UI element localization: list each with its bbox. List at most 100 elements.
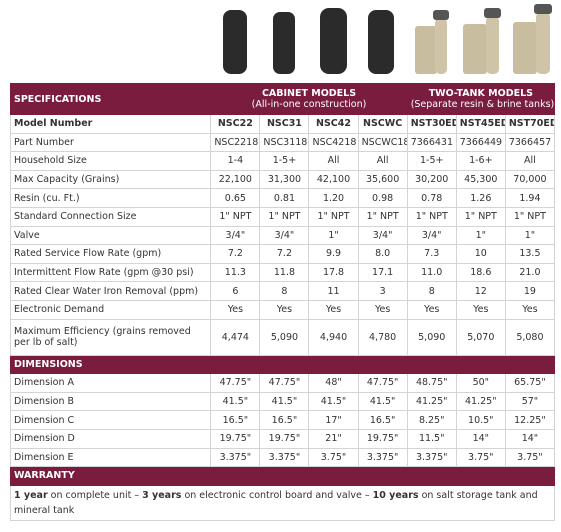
value-cell: 5,090 xyxy=(406,318,457,356)
value-cell: 1" NPT xyxy=(357,206,408,227)
section-row: WARRANTY xyxy=(10,466,555,486)
product-image xyxy=(223,10,247,74)
group-note: (All-in-one construction) xyxy=(251,99,367,110)
value-cell: 3/4" xyxy=(259,225,310,246)
value-cell: NST70ED1 xyxy=(504,114,556,134)
warranty-text: 1 year on complete unit – 3 years on ele… xyxy=(10,484,555,521)
product-image xyxy=(513,4,552,74)
value-cell: 42,100 xyxy=(308,169,359,190)
value-cell: 3.75" xyxy=(504,447,556,468)
value-cell: 8.25" xyxy=(406,410,457,430)
value-cell: All xyxy=(308,151,359,171)
header-row: SPECIFICATIONS CABINET MODELS (All-in-one … xyxy=(9,83,556,115)
value-cell: 5,090 xyxy=(259,318,310,356)
product-image xyxy=(368,10,394,74)
value-cell: 12.25" xyxy=(504,410,556,430)
value-cell: 7366431 xyxy=(406,132,457,153)
value-cell: 19.75" xyxy=(210,428,261,449)
spec-row: Part Number NSC2218 NSC3118 NSC4218 NSCWC18 7… xyxy=(9,132,556,153)
section-title: DIMENSIONS xyxy=(10,354,555,375)
value-cell: 48" xyxy=(308,373,359,393)
value-cell: 11.5" xyxy=(406,428,457,449)
value-cell: 35,600 xyxy=(357,169,408,190)
value-cell: NST30ED xyxy=(406,114,457,134)
value-cell: 1" xyxy=(455,225,506,246)
value-cell: NSC2218 xyxy=(210,132,261,153)
row-label: Dimension A xyxy=(9,373,212,393)
value-cell: 3.75" xyxy=(455,447,506,468)
value-cell: 4,940 xyxy=(308,318,359,356)
value-cell: 41.25" xyxy=(455,391,506,412)
spec-row: Model Number NSC22 NSC31 NSC42 NSCWC NST30ED N… xyxy=(9,114,556,134)
row-label: Intermittent Flow Rate (gpm @30 psi) xyxy=(9,262,212,283)
value-cell: 10 xyxy=(455,244,506,264)
row-label: Maximum Efficiency (grains removed per l… xyxy=(9,318,212,356)
spec-row: Max Capacity (Grains) 22,100 31,300 42,100 3… xyxy=(9,169,556,190)
value-cell: 0.98 xyxy=(357,188,408,208)
value-cell: Yes xyxy=(259,299,310,320)
spec-row: Intermittent Flow Rate (gpm @30 psi) 11.3… xyxy=(9,262,556,283)
value-cell: 41.5" xyxy=(259,391,310,412)
value-cell: 1-6+ xyxy=(455,151,506,171)
row-label: Household Size xyxy=(9,151,212,171)
value-cell: 10.5" xyxy=(455,410,506,430)
value-cell: 1" NPT xyxy=(504,206,556,227)
value-cell: 16.5" xyxy=(357,410,408,430)
section-row: DIMENSIONS xyxy=(10,354,555,375)
product-image xyxy=(415,10,449,74)
row-label: Dimension C xyxy=(9,410,212,430)
section-title: SPECIFICATIONS xyxy=(9,83,212,115)
value-cell: 1-5+ xyxy=(406,151,457,171)
value-cell: 1" NPT xyxy=(210,206,261,227)
warranty-segment: 1 year xyxy=(14,489,48,501)
value-cell: 13.5 xyxy=(504,244,556,264)
spec-row: Dimension D 19.75" 19.75" 21" 19.75" 11.5" 14"… xyxy=(9,428,556,449)
value-cell: 1-4 xyxy=(210,151,261,171)
value-cell: 21" xyxy=(308,428,359,449)
value-cell: 3.375" xyxy=(210,447,261,468)
product-image xyxy=(273,12,295,74)
warranty-segment: 3 years xyxy=(142,489,182,501)
value-cell: 8 xyxy=(406,281,457,301)
value-cell: Yes xyxy=(406,299,457,320)
value-cell: All xyxy=(357,151,408,171)
value-cell: 8.0 xyxy=(357,244,408,264)
value-cell: NSCWC18 xyxy=(357,132,408,153)
value-cell: 45,300 xyxy=(455,169,506,190)
value-cell: Yes xyxy=(357,299,408,320)
value-cell: 57" xyxy=(504,391,556,412)
warranty-row: 1 year on complete unit – 3 years on ele… xyxy=(10,484,555,521)
value-cell: 3.375" xyxy=(357,447,408,468)
spec-row: Maximum Efficiency (grains removed per l… xyxy=(9,318,556,356)
value-cell: 17.1 xyxy=(357,262,408,283)
group-name: CABINET MODELS xyxy=(261,88,357,99)
spec-row: Dimension C 16.5" 16.5" 17" 16.5" 8.25" 10.5" 1… xyxy=(9,410,556,430)
section-title: WARRANTY xyxy=(10,466,555,486)
row-label: Resin (cu. Ft.) xyxy=(9,188,212,208)
value-cell: Yes xyxy=(504,299,556,320)
warranty-segment: 10 years xyxy=(372,489,419,501)
warranty-segment: on salt storage tank and mineral tank xyxy=(14,489,538,516)
value-cell: 16.5" xyxy=(210,410,261,430)
value-cell: 48.75" xyxy=(406,373,457,393)
value-cell: 7.2 xyxy=(210,244,261,264)
value-cell: 5,080 xyxy=(504,318,556,356)
row-label: Electronic Demand xyxy=(9,299,212,320)
product-image xyxy=(320,8,347,74)
value-cell: Yes xyxy=(308,299,359,320)
value-cell: 1" xyxy=(504,225,556,246)
value-cell: 41.5" xyxy=(357,391,408,412)
value-cell: 18.6 xyxy=(455,262,506,283)
value-cell: 41.5" xyxy=(210,391,261,412)
spec-sheet: SPECIFICATIONS CABINET MODELS (All-in-one … xyxy=(9,0,556,521)
value-cell: All xyxy=(504,151,556,171)
value-cell: 17" xyxy=(308,410,359,430)
group-header: TWO-TANK MODELS (Separate resin & brine t… xyxy=(406,83,556,115)
value-cell: 9.9 xyxy=(308,244,359,264)
row-label: Rated Service Flow Rate (gpm) xyxy=(9,244,212,264)
value-cell: 11.0 xyxy=(406,262,457,283)
value-cell: 41.25" xyxy=(406,391,457,412)
group-note: (Separate resin & brine tanks) xyxy=(410,99,555,110)
value-cell: 6 xyxy=(210,281,261,301)
value-cell: 14" xyxy=(504,428,556,449)
